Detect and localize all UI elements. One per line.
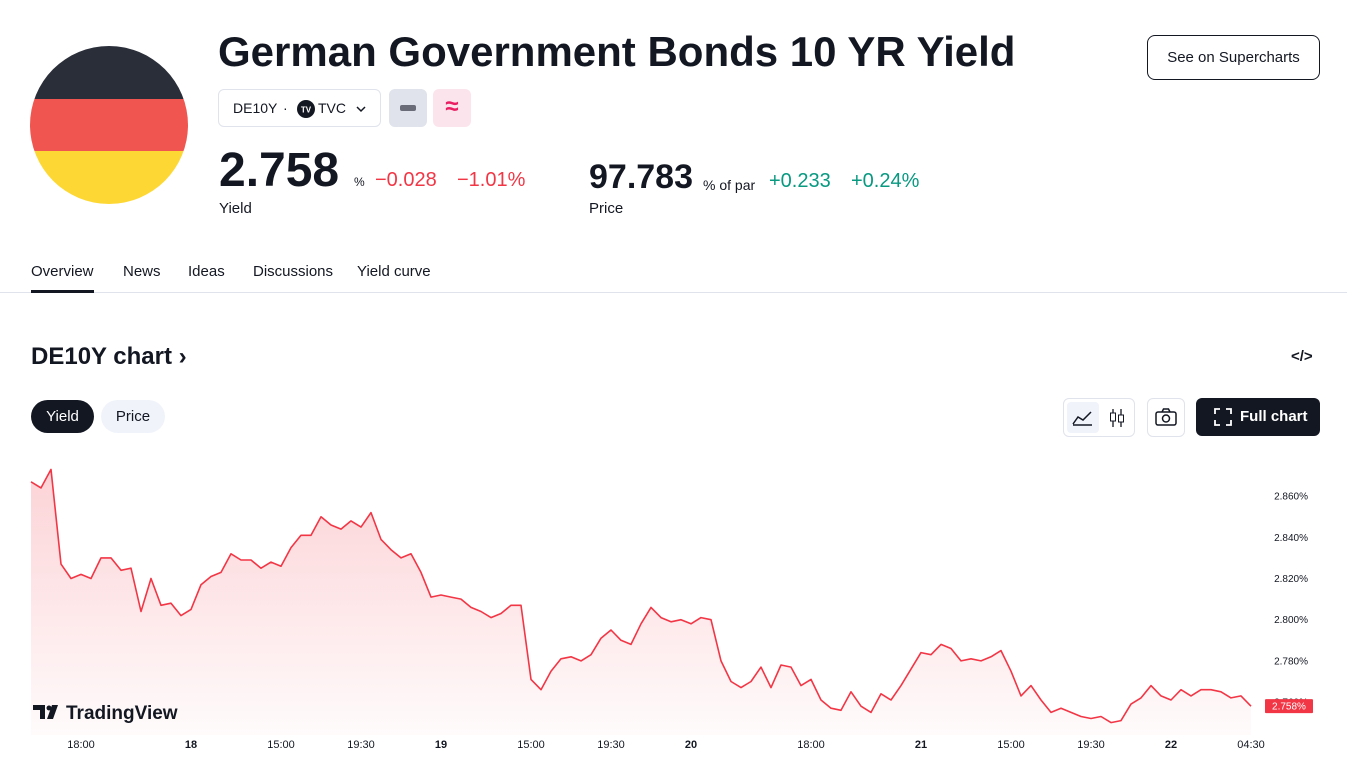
tab[interactable]: Yield curve bbox=[357, 263, 431, 280]
svg-text:TV: TV bbox=[301, 106, 312, 115]
exchange: TVC bbox=[318, 100, 346, 116]
x-tick-label: 20 bbox=[685, 739, 697, 751]
area-style-button[interactable] bbox=[1067, 402, 1099, 433]
embed-icon[interactable]: </> bbox=[1291, 348, 1313, 365]
full-chart-label: Full chart bbox=[1240, 408, 1308, 425]
toggle-active[interactable]: Yield bbox=[31, 400, 94, 433]
full-chart-button[interactable]: Full chart bbox=[1196, 398, 1320, 436]
section-title-text: DE10Y chart bbox=[31, 343, 172, 370]
candle-icon[interactable] bbox=[1108, 408, 1126, 428]
section-title[interactable]: DE10Y chart › bbox=[31, 343, 187, 371]
symbol-chip[interactable]: DE10Y · TV TVC bbox=[218, 89, 381, 127]
y-tick-label: 2.860% bbox=[1274, 492, 1308, 503]
y-tick-label: 2.820% bbox=[1274, 574, 1308, 585]
x-tick-label: 22 bbox=[1165, 739, 1177, 751]
y-tick-label: 2.840% bbox=[1274, 533, 1308, 544]
supercharts-button[interactable]: See on Supercharts bbox=[1147, 35, 1320, 80]
x-tick-label: 15:00 bbox=[267, 739, 295, 751]
y-tick-label: 2.800% bbox=[1274, 615, 1308, 626]
yield-label: Yield bbox=[219, 200, 252, 217]
watermark-logo bbox=[33, 705, 58, 719]
chevron bbox=[356, 106, 366, 113]
x-tick-label: 15:00 bbox=[517, 739, 545, 751]
x-tick-label: 19:30 bbox=[597, 739, 625, 751]
x-tick-label: 19:30 bbox=[347, 739, 375, 751]
symbol: DE10Y bbox=[233, 100, 278, 116]
x-tick-label: 15:00 bbox=[997, 739, 1025, 751]
x-tick-label: 19 bbox=[435, 739, 447, 751]
x-tick-label: 18 bbox=[185, 739, 197, 751]
x-tick-label: 04:30 bbox=[1237, 739, 1265, 751]
snapshot-button[interactable] bbox=[1147, 398, 1185, 437]
watermark-dot bbox=[46, 705, 52, 711]
price-change: +0.233 bbox=[769, 170, 831, 192]
tab[interactable]: Ideas bbox=[188, 263, 225, 280]
price-unit: % of par bbox=[703, 177, 756, 193]
approx-icon: ≈ bbox=[433, 89, 471, 127]
tab[interactable]: Discussions bbox=[253, 263, 334, 280]
last-value-label: 2.758% bbox=[1272, 702, 1306, 713]
x-tick-label: 21 bbox=[915, 739, 927, 751]
toggle[interactable]: Price bbox=[101, 400, 165, 433]
flag bbox=[30, 46, 188, 204]
tab[interactable]: Overview bbox=[31, 263, 94, 280]
price-label: Price bbox=[589, 200, 624, 217]
separator: · bbox=[283, 100, 288, 116]
tab[interactable]: News bbox=[123, 263, 161, 280]
watermark: TradingView bbox=[33, 703, 178, 724]
x-tick-label: 18:00 bbox=[67, 739, 95, 751]
watermark-text: TradingView bbox=[66, 703, 178, 724]
chart: 2.760%2.780%2.800%2.820%2.840%2.860%18:0… bbox=[30, 468, 1313, 751]
yield-unit: % bbox=[354, 175, 365, 189]
yield-change: −0.028 bbox=[375, 169, 437, 191]
line bbox=[30, 468, 1252, 724]
area-icon bbox=[1072, 411, 1092, 426]
yield-change-percent: −1.01% bbox=[457, 169, 526, 191]
tab-divider bbox=[0, 292, 1347, 293]
title: German Government Bonds 10 YR Yield bbox=[218, 28, 1016, 75]
fullscreen-icon bbox=[1214, 408, 1232, 426]
x-tick-label: 18:00 bbox=[797, 739, 825, 751]
price-value: 97.783 bbox=[589, 158, 693, 196]
y-tick-label: 2.780% bbox=[1274, 656, 1308, 667]
x-tick-label: 19:30 bbox=[1077, 739, 1105, 751]
last-value-box bbox=[1265, 699, 1313, 714]
yield-value: 2.758 bbox=[219, 144, 340, 197]
tab-underline bbox=[31, 290, 94, 293]
area-fill bbox=[31, 469, 1251, 735]
price-change-percent: +0.24% bbox=[851, 170, 920, 192]
camera-icon bbox=[1155, 408, 1177, 426]
chart-style-group bbox=[1063, 398, 1135, 437]
arrow: › bbox=[171, 343, 187, 370]
exchange-logo: TV bbox=[297, 100, 315, 118]
bond-icon bbox=[389, 89, 427, 127]
